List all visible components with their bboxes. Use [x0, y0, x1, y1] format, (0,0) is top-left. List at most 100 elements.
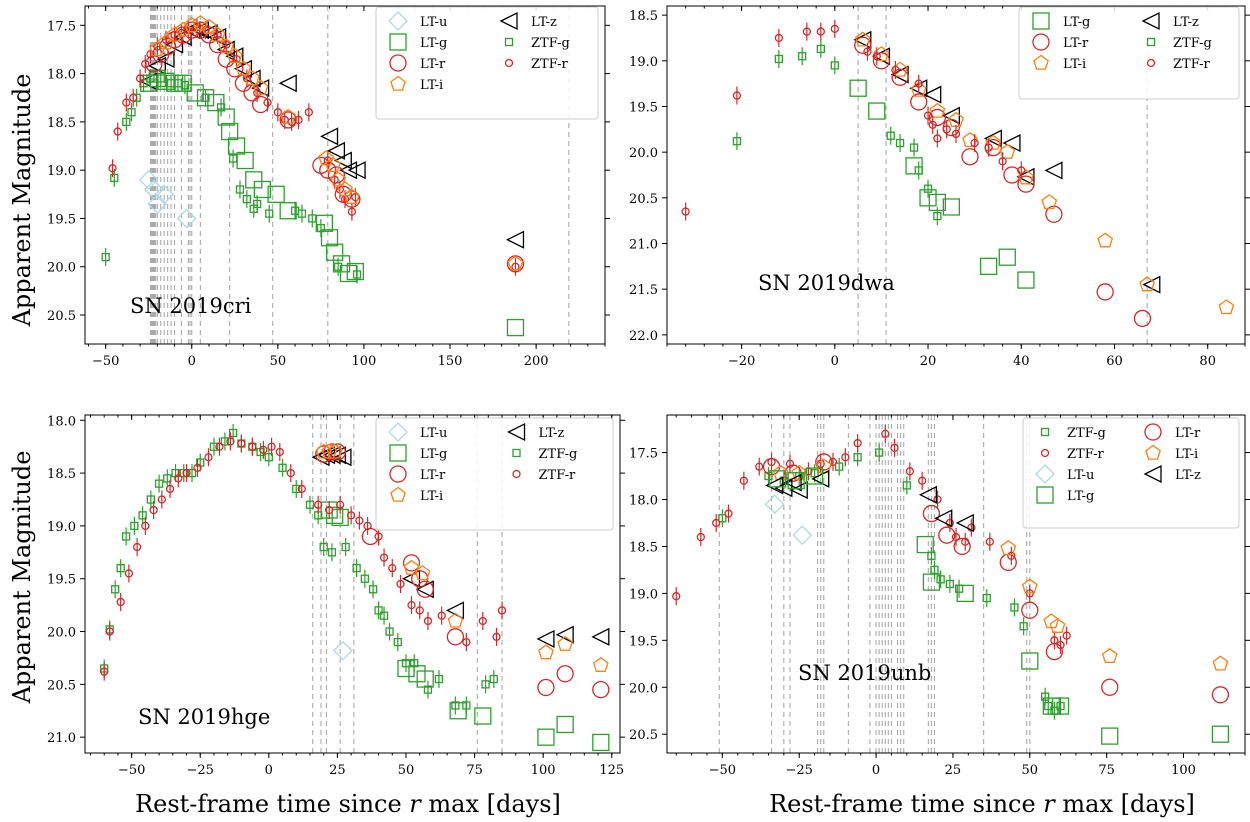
- data-point: [294, 115, 303, 125]
- data-point: [890, 443, 899, 453]
- x-tick-label: 25: [945, 763, 962, 778]
- series-ztf-g: [100, 423, 498, 715]
- data-point: [1211, 686, 1230, 704]
- data-point: [1010, 603, 1019, 612]
- legend-entry-lt-r: LT-r: [1032, 33, 1089, 51]
- data-point: [936, 575, 945, 584]
- legend-marker: [389, 465, 407, 483]
- data-point: [942, 198, 960, 216]
- data-point: [244, 70, 260, 86]
- data-point: [326, 243, 344, 261]
- data-point: [792, 525, 813, 546]
- data-point: [1017, 166, 1026, 175]
- data-point: [122, 98, 131, 107]
- data-point: [1050, 636, 1059, 645]
- data-point: [891, 65, 900, 75]
- data-point: [798, 52, 807, 61]
- data-point: [127, 108, 136, 117]
- y-tick-label: 20.5: [47, 678, 76, 693]
- x-axis-label-right: Rest-frame time since r max [days]: [769, 790, 1195, 818]
- data-point: [305, 500, 315, 509]
- legend-marker: [1143, 464, 1162, 484]
- series-lt-g: [769, 467, 1230, 745]
- x-tick-label: 40: [1013, 354, 1030, 369]
- data-point: [1041, 194, 1058, 210]
- data-point: [853, 30, 872, 49]
- data-point: [955, 513, 974, 533]
- data-point: [368, 585, 378, 594]
- data-point: [914, 166, 923, 175]
- series-ztf-g: [732, 39, 942, 226]
- data-point: [537, 728, 555, 746]
- data-point: [1139, 276, 1155, 292]
- legend-entry-lt-g: LT-g: [389, 33, 447, 51]
- data-point: [147, 194, 168, 214]
- data-point: [175, 21, 192, 37]
- legend-marker: [1033, 54, 1049, 70]
- data-point: [478, 616, 487, 626]
- data-point: [928, 120, 937, 129]
- data-point: [998, 157, 1007, 166]
- x-tick-label: −50: [92, 354, 119, 369]
- data-point: [923, 184, 933, 193]
- x-tick-label: 80: [1199, 354, 1216, 369]
- legend-entry-ztf-g: ZTF-g: [504, 36, 570, 51]
- x-tick-label: 50: [398, 763, 415, 778]
- data-point: [157, 495, 166, 504]
- y-tick-label: 21.5: [629, 283, 658, 298]
- data-point: [1018, 169, 1034, 185]
- y-tick-label: 20.0: [629, 681, 658, 696]
- data-point: [325, 156, 341, 173]
- y-tick-label: 18.5: [629, 540, 658, 555]
- data-point: [273, 108, 282, 117]
- data-point: [315, 445, 333, 463]
- y-tick-label: 21.0: [47, 731, 76, 746]
- data-point: [696, 532, 705, 542]
- data-point: [868, 102, 886, 120]
- legend-label: LT-g: [420, 36, 447, 51]
- data-point: [227, 137, 246, 155]
- legend-entry-lt-u: LT-u: [388, 422, 447, 442]
- legend-label: ZTF-g: [539, 447, 578, 462]
- legend-marker: [512, 448, 521, 458]
- data-point: [374, 606, 383, 615]
- data-point: [830, 24, 839, 33]
- data-point: [388, 564, 397, 573]
- legend-label: LT-g: [1067, 489, 1094, 504]
- data-point: [1021, 578, 1038, 594]
- series-lt-i: [772, 458, 1229, 671]
- data-point: [1218, 299, 1235, 315]
- data-point: [555, 625, 574, 644]
- data-point: [909, 143, 919, 152]
- data-point: [326, 506, 344, 524]
- series-lt-u: [332, 640, 353, 661]
- data-point: [297, 209, 307, 218]
- data-point: [235, 185, 245, 194]
- data-point: [933, 134, 942, 143]
- data-point: [360, 574, 369, 583]
- x-tick-label: −50: [709, 763, 736, 778]
- legend-marker: [499, 11, 518, 31]
- data-point: [314, 500, 323, 509]
- legend-label: LT-i: [1175, 447, 1198, 462]
- data-point: [333, 151, 352, 170]
- legend-label: LT-r: [420, 57, 446, 72]
- legend-label: ZTF-r: [531, 57, 569, 72]
- data-point: [174, 26, 192, 44]
- data-point: [841, 453, 850, 462]
- legend-label: LT-z: [539, 426, 565, 441]
- legend: LT-u LT-z LT-g ZTF-g LT-r ZTF-r LT-i: [375, 417, 614, 531]
- data-point: [326, 141, 346, 160]
- data-point: [347, 207, 357, 216]
- data-point: [267, 185, 285, 203]
- y-tick-label: 18.0: [629, 494, 658, 509]
- data-point: [163, 474, 172, 483]
- x-tick-label: 150: [438, 354, 463, 369]
- legend-label: LT-g: [420, 447, 447, 462]
- data-point: [489, 674, 498, 684]
- data-point: [1017, 175, 1035, 193]
- y-tick-label: 17.5: [629, 447, 658, 462]
- data-point: [1097, 232, 1114, 248]
- data-point: [492, 632, 501, 641]
- legend-entry-lt-z: LT-z: [507, 422, 565, 442]
